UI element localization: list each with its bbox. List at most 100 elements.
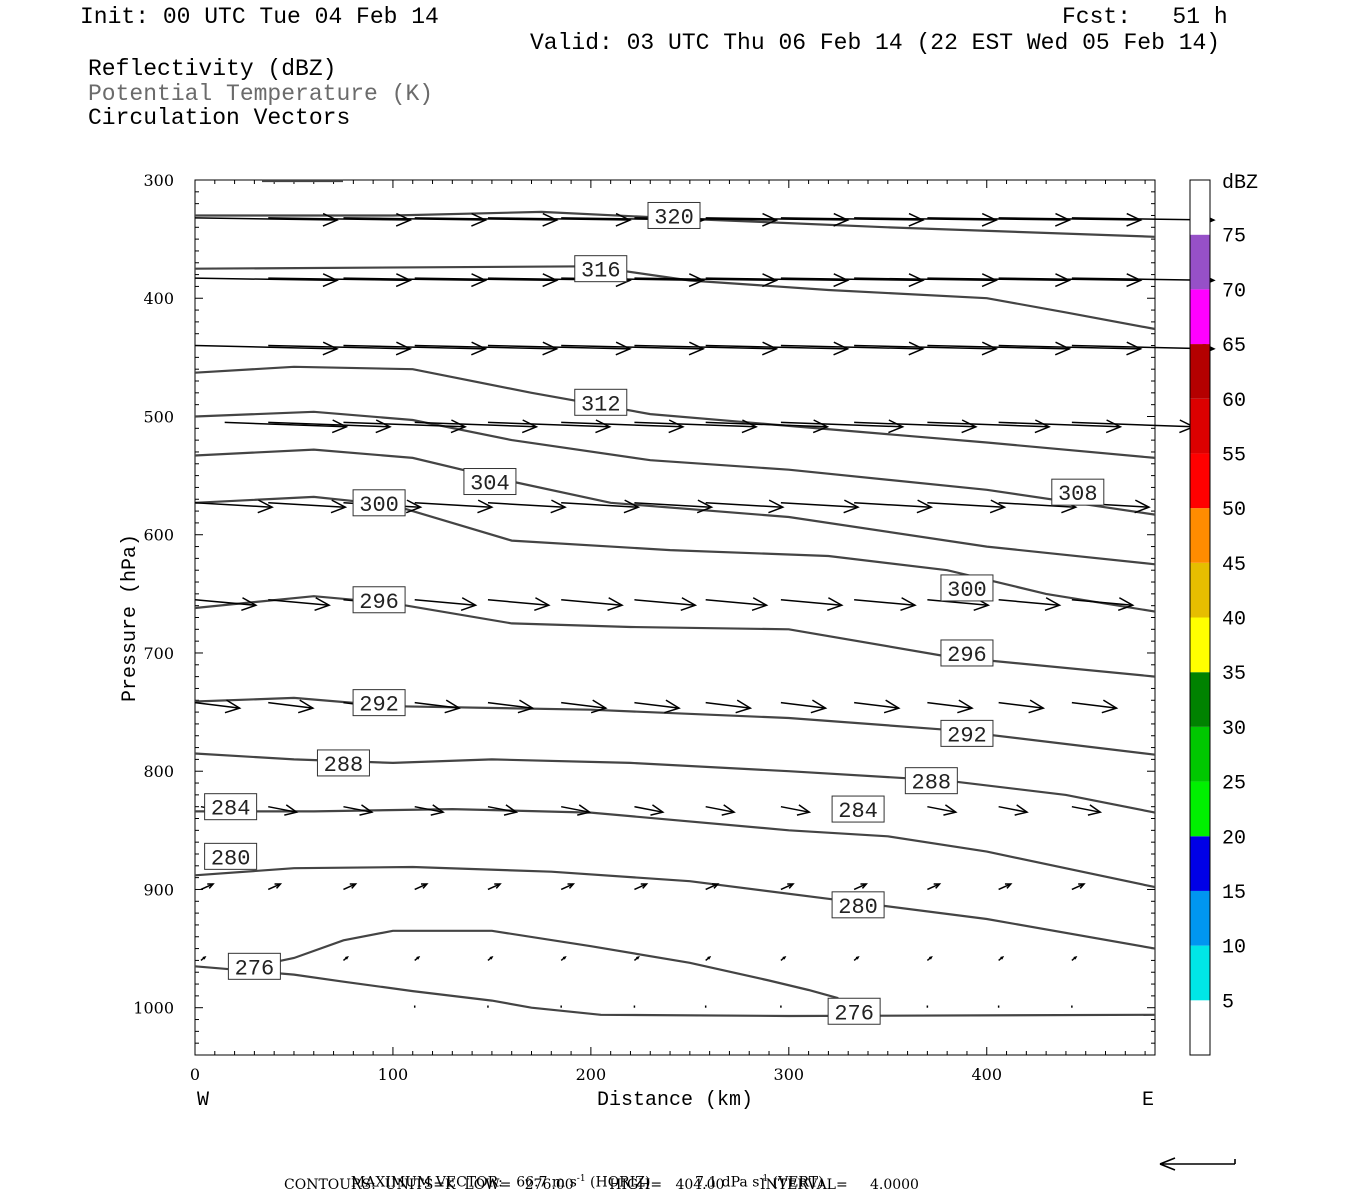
- wind-vector-shaft: [998, 805, 1028, 813]
- wind-vector-shaft: [343, 883, 356, 891]
- wind-vector-shaft: [998, 277, 1141, 282]
- wind-vector-shaft: [343, 344, 486, 350]
- wind-vector-head: [1055, 212, 1072, 227]
- wind-vector-head: [322, 273, 339, 288]
- wind-vector: [705, 419, 830, 434]
- wind-vector-shaft: [634, 344, 777, 350]
- wind-vector: [487, 212, 632, 227]
- colorbar-frame: [1189, 179, 1211, 1056]
- colorbar-band: [1190, 453, 1210, 509]
- reference-vector-arrow: [1159, 1157, 1236, 1171]
- y-tick-label: 1000: [133, 999, 174, 1018]
- wind-vector-shaft: [927, 883, 940, 891]
- x-axis-label: Distance (km): [597, 1089, 753, 1112]
- wind-vector-head: [981, 341, 998, 356]
- wind-vector-head: [421, 883, 429, 889]
- wind-vector-shaft: [343, 805, 373, 813]
- wind-vector-shaft: [780, 344, 923, 350]
- wind-vector-head: [331, 419, 349, 434]
- wind-vector-head: [1028, 699, 1046, 714]
- colorbar-label: 50: [1222, 499, 1246, 522]
- wind-vector: [780, 273, 925, 288]
- wind-vector: [414, 273, 559, 288]
- colorbar-band: [1190, 562, 1210, 618]
- wind-vector-shaft: [927, 502, 1005, 508]
- wind-vector: [927, 883, 942, 891]
- wind-vector: [705, 212, 850, 227]
- contour-label: 300: [359, 493, 399, 518]
- wind-vector: [998, 804, 1029, 816]
- wind-vector: [705, 883, 720, 891]
- contour-label-box: [574, 255, 628, 283]
- wind-vector-shaft: [705, 701, 751, 709]
- y-tick-label: 600: [143, 526, 174, 545]
- colorbar-band: [1190, 1000, 1210, 1055]
- wind-vector-head: [359, 804, 374, 816]
- max-vert-value: 7.1 dPa s: [694, 1174, 760, 1191]
- contour-label-box: [940, 574, 994, 602]
- wind-vector-head: [577, 804, 592, 816]
- wind-vector-shaft: [194, 599, 256, 607]
- wind-vector-shaft: [268, 344, 411, 350]
- wind-vector-shaft: [705, 502, 783, 508]
- wind-vector-shaft: [267, 883, 281, 891]
- wind-vector-head: [471, 273, 488, 288]
- contour-label-box: [352, 586, 406, 614]
- wind-vector: [633, 955, 640, 961]
- wind-vector-head: [395, 212, 413, 227]
- wind-vector-head: [762, 341, 779, 356]
- wind-vector: [343, 212, 488, 227]
- wind-vector-head: [961, 419, 978, 434]
- wind-vector: [634, 273, 779, 288]
- theta-contour-308: [194, 410, 1156, 516]
- theta-contour-280: [194, 865, 1156, 950]
- wind-vector-head: [833, 273, 850, 288]
- contour-label: 304: [470, 472, 510, 497]
- wind-vector-head: [810, 699, 828, 714]
- wind-vector-shaft: [414, 599, 476, 607]
- wind-vector: [998, 341, 1143, 356]
- contour-label-box: [904, 767, 958, 795]
- max-horiz-exponent: -1: [576, 1174, 586, 1184]
- wind-vector-head: [721, 804, 736, 816]
- wind-vector: [927, 804, 958, 816]
- wind-vector-shaft: [414, 344, 557, 350]
- wind-vector-shaft: [1071, 701, 1117, 709]
- wind-vector-head: [812, 419, 830, 434]
- wind-vector-head: [883, 699, 901, 714]
- wind-vector: [634, 699, 681, 714]
- wind-vector: [194, 499, 274, 514]
- wind-vector: [634, 341, 779, 356]
- wind-vector: [343, 883, 358, 891]
- wind-vector-head: [1134, 499, 1151, 514]
- wind-vector-shaft: [561, 701, 606, 709]
- wind-vector-shaft: [705, 277, 848, 282]
- wind-vector: [780, 699, 828, 714]
- theta-contour-296: [194, 595, 1156, 678]
- wind-vector: [194, 341, 339, 356]
- wind-vector-shaft: [705, 344, 848, 350]
- wind-vector-head: [827, 597, 844, 611]
- wind-vector-head: [833, 341, 850, 356]
- wind-vector: [561, 341, 706, 356]
- wind-vector-head: [1073, 955, 1078, 960]
- wind-vector-shaft: [927, 421, 1050, 428]
- wind-vector: [487, 341, 632, 356]
- wind-vector-head: [981, 212, 998, 227]
- wind-vector-head: [1087, 804, 1103, 816]
- theta-contour-300: [194, 495, 1156, 613]
- y-tick-label: 900: [143, 880, 174, 899]
- max-vert-tag: (VERT): [772, 1174, 824, 1191]
- wind-vector-shaft: [414, 502, 492, 508]
- wind-vector-shaft: [194, 217, 338, 221]
- wind-vector-shaft: [634, 421, 757, 428]
- wind-vector-head: [640, 883, 649, 889]
- wind-vector: [343, 419, 468, 434]
- wind-vector-head: [762, 212, 779, 227]
- wind-vector-head: [1126, 341, 1143, 356]
- wind-vector-head: [503, 804, 519, 816]
- wind-vector-shaft: [780, 421, 903, 428]
- wind-vector-head: [650, 804, 665, 816]
- wind-vector-shaft: [414, 701, 460, 709]
